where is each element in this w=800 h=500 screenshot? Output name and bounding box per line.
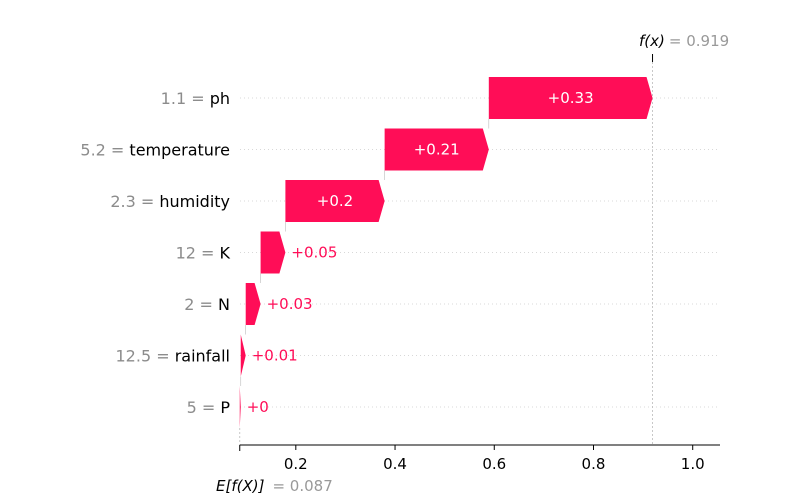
x-tick-label: 0.8 <box>582 455 606 473</box>
feature-label-N: 2 = N <box>184 295 230 314</box>
feature-value: 5 = <box>187 398 221 417</box>
feature-label-P: 5 = P <box>187 398 231 417</box>
x-tick-label: 0.4 <box>383 455 407 473</box>
bar-value-label: +0.05 <box>291 244 337 262</box>
bar-value-label: +0 <box>247 398 269 416</box>
feature-label-humidity: 2.3 = humidity <box>110 192 230 211</box>
output-value-label: f(x) <box>639 32 665 50</box>
feature-label-ph: 1.1 = ph <box>161 89 230 108</box>
x-axis: 0.2 0.4 0.6 0.8 1.0 <box>239 54 720 473</box>
bar-rainfall <box>240 334 246 377</box>
feature-name: ph <box>210 89 230 108</box>
x-tick-label: 0.6 <box>482 455 506 473</box>
output-value-number: = 0.919 <box>669 32 729 50</box>
bar-P <box>239 386 241 428</box>
bar-humidity <box>285 180 385 222</box>
feature-label-temperature: 5.2 = temperature <box>80 141 230 160</box>
bar-ph <box>488 77 653 119</box>
feature-value: 1.1 = <box>161 89 210 108</box>
bar-value-label: +0.2 <box>317 192 353 210</box>
bar-value-label: +0.01 <box>252 347 298 365</box>
base-value-number: = 0.087 <box>272 477 332 495</box>
feature-name: K <box>220 244 231 263</box>
feature-value: 5.2 = <box>80 141 129 160</box>
x-tick-label: 0.2 <box>284 455 308 473</box>
feature-name: N <box>218 295 230 314</box>
feature-name: humidity <box>159 192 230 211</box>
base-value-label: E[f(X)] <box>216 477 265 495</box>
bar-K <box>260 231 286 274</box>
feature-name: rainfall <box>175 347 230 366</box>
bar-value-label: +0.33 <box>548 89 594 107</box>
bar-value-label: +0.21 <box>414 141 460 159</box>
feature-value: 2.3 = <box>110 192 159 211</box>
bars: +0.33 +0.21 +0.2 +0.05 +0.03 +0.01 +0 <box>239 77 653 428</box>
bar-value-label: +0.03 <box>267 295 313 313</box>
feature-label-rainfall: 12.5 = rainfall <box>116 347 231 366</box>
feature-label-K: 12 = K <box>176 244 231 263</box>
feature-value: 2 = <box>184 295 218 314</box>
annotations: E[f(X)] = 0.087 f(x) = 0.919 <box>216 32 729 495</box>
base-value-annotation: E[f(X)] = 0.087 <box>216 477 333 495</box>
feature-value: 12 = <box>176 244 220 263</box>
bar-N <box>245 283 261 325</box>
x-tick-label: 1.0 <box>681 455 705 473</box>
feature-name: P <box>220 398 230 417</box>
output-value-annotation: f(x) = 0.919 <box>639 32 729 50</box>
feature-name: temperature <box>129 141 230 160</box>
feature-value: 12.5 = <box>116 347 175 366</box>
feature-labels: 1.1 = ph 5.2 = temperature 2.3 = humidity 1… <box>80 89 230 417</box>
bar-temperature <box>384 128 489 171</box>
